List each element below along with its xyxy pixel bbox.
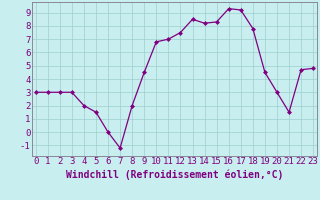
- X-axis label: Windchill (Refroidissement éolien,°C): Windchill (Refroidissement éolien,°C): [66, 169, 283, 180]
